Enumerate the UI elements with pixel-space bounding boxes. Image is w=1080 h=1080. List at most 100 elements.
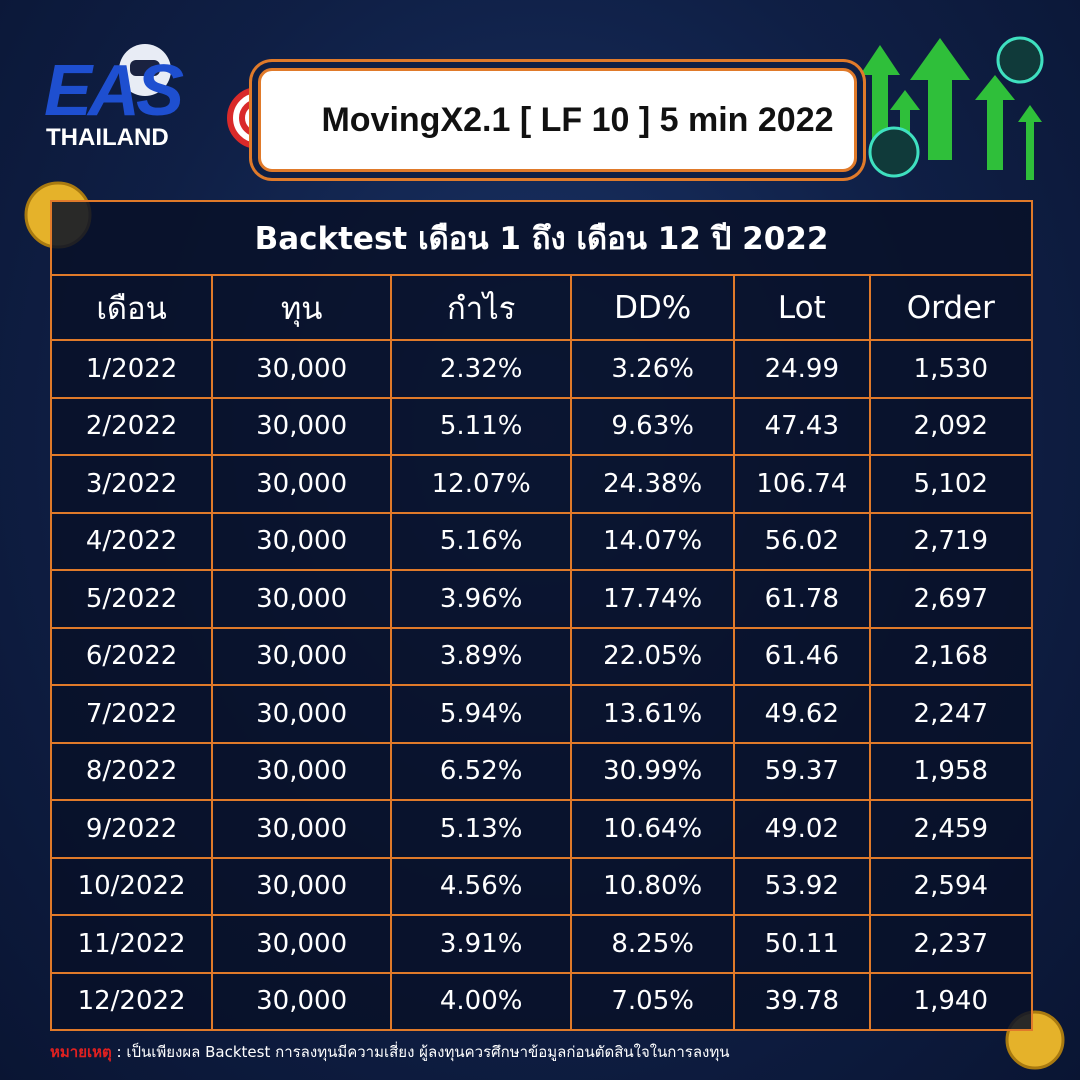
table-row: 7/2022 30,000 5.94% 13.61% 49.62 2,247 — [49, 684, 1034, 744]
column-header: DD% — [570, 274, 736, 341]
table-cell: 10/2022 — [49, 856, 214, 916]
table-cell: 3.89% — [390, 626, 573, 686]
table-cell: 10.64% — [570, 799, 736, 859]
table-cell: 12/2022 — [49, 971, 214, 1031]
table-cell: 30,000 — [211, 971, 393, 1031]
table-cell: 8/2022 — [49, 741, 214, 801]
table-cell: 5.13% — [390, 799, 573, 859]
icon — [996, 36, 1044, 84]
table-cell: 56.02 — [733, 511, 871, 571]
table-cell: 13.61% — [570, 684, 736, 744]
table-row: 1/2022 30,000 2.32% 3.26% 24.99 1,530 — [49, 339, 1034, 399]
table-cell: 2,247 — [868, 684, 1034, 744]
table-cell: 30,000 — [211, 396, 393, 456]
table-cell: 30,000 — [211, 914, 393, 974]
table-cell: 1,530 — [868, 339, 1034, 399]
table-cell: 30,000 — [211, 339, 393, 399]
table-cell: 3/2022 — [49, 454, 214, 514]
logo-sub: THAILAND — [46, 124, 169, 151]
table-cell: 2.32% — [390, 339, 573, 399]
footnote-label: หมายเหตุ — [50, 1043, 112, 1061]
table-cell: 17.74% — [570, 569, 736, 629]
table-row: 11/2022 30,000 3.91% 8.25% 50.11 2,237 — [49, 914, 1034, 974]
table-cell: 1/2022 — [49, 339, 214, 399]
table-cell: 4.56% — [390, 856, 573, 916]
table-row: 2/2022 30,000 5.11% 9.63% 47.43 2,092 — [49, 396, 1034, 456]
table-cell: 2,237 — [868, 914, 1034, 974]
table-cell: 2,459 — [868, 799, 1034, 859]
table-cell: 22.05% — [570, 626, 736, 686]
table-row: 6/2022 30,000 3.89% 22.05% 61.46 2,168 — [49, 626, 1034, 686]
table-cell: 24.99 — [733, 339, 871, 399]
table-cell: 8.25% — [570, 914, 736, 974]
icon — [868, 126, 920, 178]
table-cell: 30.99% — [570, 741, 736, 801]
table-row: 4/2022 30,000 5.16% 14.07% 56.02 2,719 — [49, 511, 1034, 571]
table-cell: 30,000 — [211, 684, 393, 744]
table-cell: 2,092 — [868, 396, 1034, 456]
table-row: 3/2022 30,000 12.07% 24.38% 106.74 5,102 — [49, 454, 1034, 514]
table-row: 5/2022 30,000 3.96% 17.74% 61.78 2,697 — [49, 569, 1034, 629]
table-cell: 3.96% — [390, 569, 573, 629]
column-header: กำไร — [390, 274, 573, 341]
table-cell: 50.11 — [733, 914, 871, 974]
table-cell: 1,958 — [868, 741, 1034, 801]
table-cell: 30,000 — [211, 569, 393, 629]
table-cell: 2,697 — [868, 569, 1034, 629]
table-cell: 14.07% — [570, 511, 736, 571]
table-cell: 39.78 — [733, 971, 871, 1031]
table-cell: 12.07% — [390, 454, 573, 514]
column-header: เดือน — [49, 274, 214, 341]
title-box: MovingX2.1 [ LF 10 ] 5 min 2022 — [258, 68, 857, 172]
header-row: เดือน ทุน กำไร DD% Lot Order — [49, 274, 1034, 341]
table-cell: 30,000 — [211, 856, 393, 916]
title: MovingX2.1 [ LF 10 ] 5 min 2022 — [321, 100, 834, 139]
table-cell: 9/2022 — [49, 799, 214, 859]
table-row: 8/2022 30,000 6.52% 30.99% 59.37 1,958 — [49, 741, 1034, 801]
table-cell: 30,000 — [211, 454, 393, 514]
table-cell: 30,000 — [211, 741, 393, 801]
table-cell: 11/2022 — [49, 914, 214, 974]
table-cell: 59.37 — [733, 741, 871, 801]
table-row: 10/2022 30,000 4.56% 10.80% 53.92 2,594 — [49, 856, 1034, 916]
table-cell: 24.38% — [570, 454, 736, 514]
robot-face — [130, 60, 160, 76]
backtest-table: Backtest เดือน 1 ถึง เดือน 12 ปี 2022 เด… — [49, 200, 1034, 1031]
table-cell: 5.16% — [390, 511, 573, 571]
table-title: Backtest เดือน 1 ถึง เดือน 12 ปี 2022 — [50, 200, 1033, 276]
table-cell: 3.91% — [390, 914, 573, 974]
table-cell: 7/2022 — [49, 684, 214, 744]
table-cell: 61.78 — [733, 569, 871, 629]
table-cell: 61.46 — [733, 626, 871, 686]
table-cell: 5,102 — [868, 454, 1034, 514]
table-cell: 6.52% — [390, 741, 573, 801]
column-header: Lot — [733, 274, 871, 341]
table-cell: 30,000 — [211, 799, 393, 859]
table-cell: 3.26% — [570, 339, 736, 399]
table-row: 9/2022 30,000 5.13% 10.64% 49.02 2,459 — [49, 799, 1034, 859]
table-cell: 7.05% — [570, 971, 736, 1031]
footnote: หมายเหตุ : เป็นเพียงผล Backtest การลงทุน… — [50, 1040, 730, 1064]
table-cell: 53.92 — [733, 856, 871, 916]
table-cell: 5.94% — [390, 684, 573, 744]
table-cell: 5/2022 — [49, 569, 214, 629]
table-cell: 49.02 — [733, 799, 871, 859]
table-cell: 2/2022 — [49, 396, 214, 456]
table-cell: 5.11% — [390, 396, 573, 456]
table-cell: 4/2022 — [49, 511, 214, 571]
table-cell: 6/2022 — [49, 626, 214, 686]
table-cell: 47.43 — [733, 396, 871, 456]
table-cell: 2,168 — [868, 626, 1034, 686]
table-row: 12/2022 30,000 4.00% 7.05% 39.78 1,940 — [49, 971, 1034, 1031]
column-header: Order — [868, 274, 1034, 341]
table-cell: 2,594 — [868, 856, 1034, 916]
arrows — [860, 38, 1042, 180]
footnote-text: : เป็นเพียงผล Backtest การลงทุนมีความเสี… — [116, 1043, 730, 1061]
table-cell: 9.63% — [570, 396, 736, 456]
column-header: ทุน — [211, 274, 393, 341]
logo-brand: EAS — [44, 51, 184, 131]
table-cell: 30,000 — [211, 626, 393, 686]
table-cell: 1,940 — [868, 971, 1034, 1031]
table-cell: 30,000 — [211, 511, 393, 571]
